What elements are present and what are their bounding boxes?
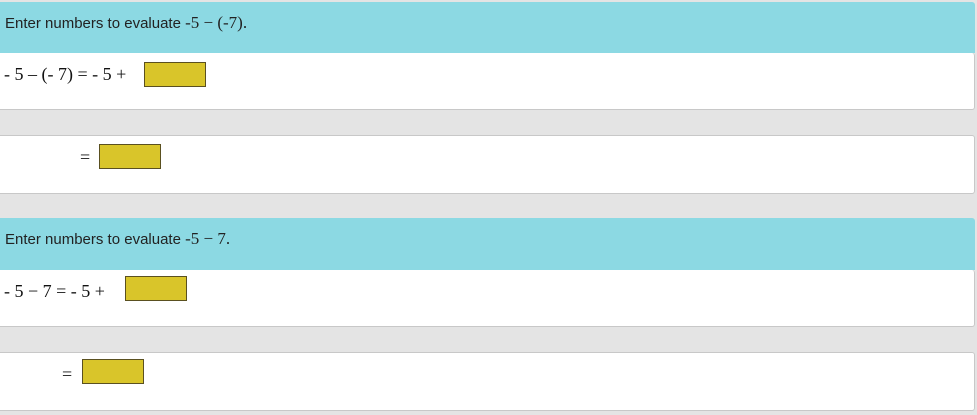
problem-2-header: Enter numbers to evaluate -5 − 7. xyxy=(0,218,975,270)
equation-text: - 5 − 7 = - 5 + xyxy=(4,281,105,301)
problem-1-step-2: = xyxy=(0,135,975,194)
expression: -5 − (-7). xyxy=(185,13,248,32)
equals-sign: = xyxy=(80,147,91,167)
equals-sign: = xyxy=(62,364,73,384)
answer-input[interactable] xyxy=(99,144,161,169)
answer-input[interactable] xyxy=(82,359,144,384)
problem-2-step-2: = xyxy=(0,352,975,411)
answer-input[interactable] xyxy=(144,62,206,87)
expression: -5 − 7. xyxy=(185,229,231,248)
problem-2-step-1: - 5 − 7 = - 5 + xyxy=(0,270,975,327)
prompt-text: Enter numbers to evaluate xyxy=(5,15,181,32)
prompt-text: Enter numbers to evaluate xyxy=(5,231,181,248)
problem-1-step-1: - 5 – (- 7) = - 5 + xyxy=(0,53,975,110)
equation-text: - 5 – (- 7) = - 5 + xyxy=(4,64,127,84)
problem-1-header: Enter numbers to evaluate -5 − (-7). xyxy=(0,2,975,53)
answer-input[interactable] xyxy=(125,276,187,301)
